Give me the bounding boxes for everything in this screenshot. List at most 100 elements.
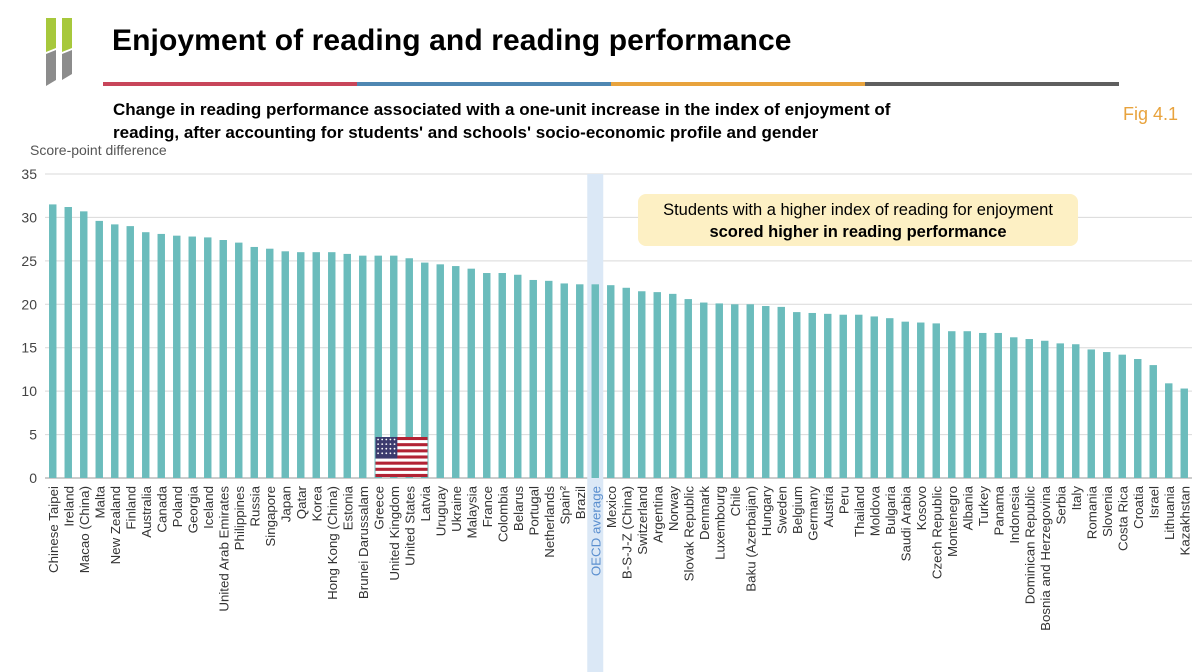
oecd-logo xyxy=(46,18,72,86)
category-label: Dominican Republic xyxy=(1022,486,1037,605)
category-label: Brazil xyxy=(573,486,588,519)
bar xyxy=(731,304,739,478)
flag-star xyxy=(393,443,396,445)
bar xyxy=(529,279,537,478)
category-label: Japan xyxy=(278,486,293,522)
category-label: Russia xyxy=(247,485,262,526)
y-tick-label: 35 xyxy=(21,166,37,182)
flag-star xyxy=(381,438,384,441)
category-label: United States xyxy=(402,486,417,566)
category-label: Slovenia xyxy=(1100,485,1115,537)
bar xyxy=(157,233,165,478)
bar xyxy=(545,280,553,478)
bar xyxy=(715,303,723,478)
flag-star xyxy=(393,438,396,441)
rule-segment-orange xyxy=(611,82,865,86)
category-label: Bulgaria xyxy=(883,485,898,534)
category-label: Philippines xyxy=(232,486,247,551)
category-label: Portugal xyxy=(526,486,541,536)
bar xyxy=(421,262,429,478)
bar xyxy=(1149,365,1157,478)
category-label: B-S-J-Z (China) xyxy=(619,486,634,579)
bar xyxy=(1103,352,1111,478)
category-label: Switzerland xyxy=(635,486,650,555)
flag-stripe xyxy=(375,461,428,465)
flag-stripe xyxy=(375,455,428,459)
category-label: Czech Republic xyxy=(929,486,944,579)
category-label: Hong Kong (China) xyxy=(325,486,340,600)
category-label: Ukraine xyxy=(449,486,464,532)
bar xyxy=(669,293,677,478)
bar xyxy=(343,253,351,478)
bar xyxy=(235,242,243,478)
flag-star xyxy=(389,443,392,445)
bar xyxy=(653,292,661,478)
category-label: Albania xyxy=(960,485,975,530)
bar xyxy=(963,331,971,478)
bar xyxy=(777,306,785,478)
flag-star xyxy=(381,443,384,445)
flag-star xyxy=(389,438,392,441)
bar xyxy=(870,316,878,478)
flag-stripe xyxy=(375,443,428,447)
category-label: Latvia xyxy=(418,485,433,521)
y-tick-label: 10 xyxy=(21,383,37,399)
y-tick-label: 30 xyxy=(21,209,37,225)
bar xyxy=(498,273,506,478)
bar xyxy=(328,252,336,478)
rule-segment-grey xyxy=(865,82,1119,86)
category-label: Argentina xyxy=(650,485,665,543)
category-label: Spain² xyxy=(557,485,572,524)
category-label: Iceland xyxy=(201,486,216,529)
y-axis-label: Score-point difference xyxy=(30,142,167,158)
y-tick-label: 20 xyxy=(21,296,37,312)
bar xyxy=(126,226,134,478)
category-label: Denmark xyxy=(697,486,712,540)
y-tick-label: 0 xyxy=(29,470,37,486)
category-label: France xyxy=(480,486,495,527)
bar xyxy=(808,312,816,478)
category-label: New Zealand xyxy=(108,486,123,564)
title-rule xyxy=(103,82,1119,86)
bar xyxy=(979,332,987,478)
flag-star xyxy=(385,443,388,445)
figure-label: Fig 4.1 xyxy=(1123,104,1179,124)
category-label: Moldova xyxy=(867,485,882,536)
bar xyxy=(188,236,196,478)
bar xyxy=(855,314,863,478)
bar xyxy=(1056,343,1064,478)
category-label: Serbia xyxy=(1053,485,1068,524)
flag-star xyxy=(377,443,379,445)
bar xyxy=(312,252,320,478)
y-tick-label: 5 xyxy=(29,427,37,443)
flag-star xyxy=(385,452,388,455)
flag-stripe xyxy=(375,467,428,471)
category-label: Georgia xyxy=(185,485,200,533)
category-label: Uruguay xyxy=(433,486,448,537)
bar xyxy=(1010,337,1018,478)
category-label: Luxembourg xyxy=(712,486,727,560)
bar xyxy=(281,251,289,478)
category-label: Korea xyxy=(309,485,324,521)
flag-star xyxy=(377,452,379,455)
bar xyxy=(1072,344,1080,478)
category-label: Chile xyxy=(728,486,743,516)
bar xyxy=(390,255,398,478)
category-label: Mexico xyxy=(604,486,619,528)
bar xyxy=(80,211,88,478)
category-label: Malaysia xyxy=(464,485,479,538)
bar xyxy=(762,306,770,478)
bar xyxy=(359,255,367,478)
category-label: Hungary xyxy=(759,486,774,537)
logo-stripe-2 xyxy=(46,50,56,86)
category-label: Baku (Azerbaijan) xyxy=(743,486,758,592)
logo-stripe-1 xyxy=(46,18,56,52)
category-label: Netherlands xyxy=(542,486,557,558)
flag-star xyxy=(385,438,388,441)
category-label: Australia xyxy=(139,485,154,537)
bar xyxy=(173,235,181,478)
category-label: Panama xyxy=(991,485,1006,535)
category-label: Kazakhstan xyxy=(1177,486,1192,555)
bar xyxy=(917,322,925,478)
bar xyxy=(560,283,568,478)
